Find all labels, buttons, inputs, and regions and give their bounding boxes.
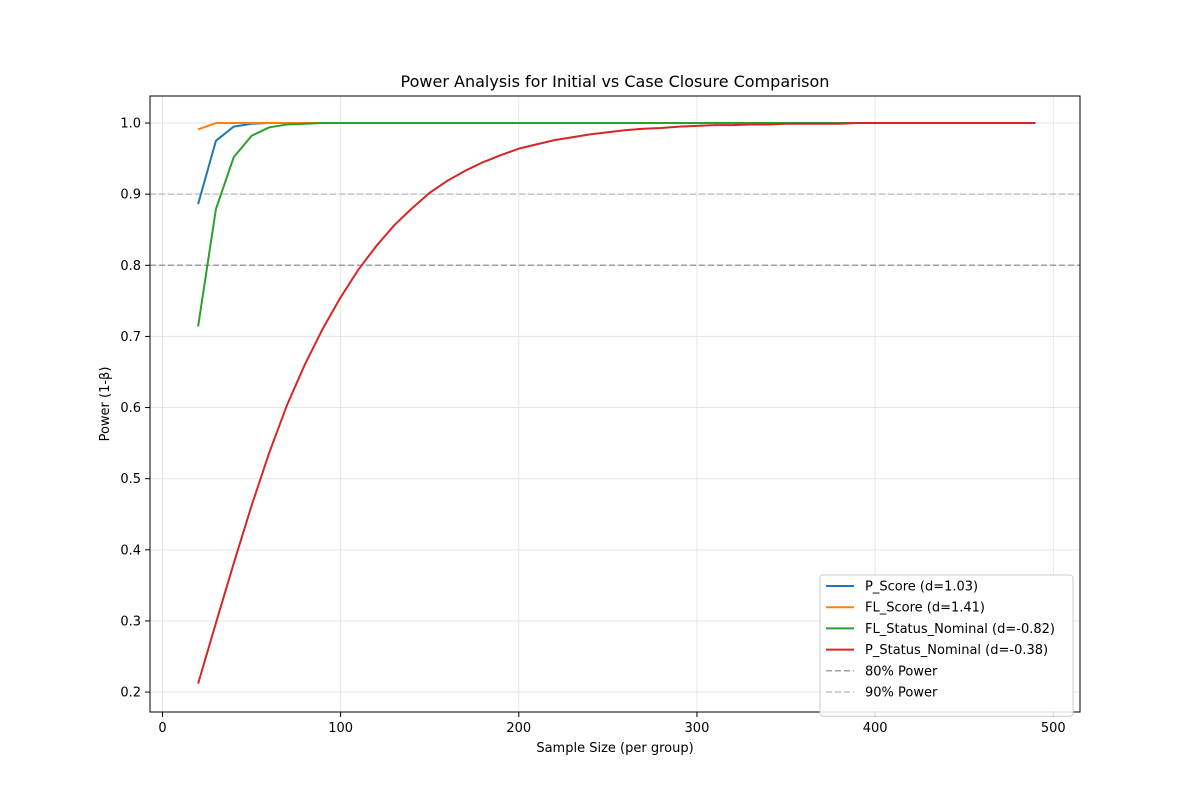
- y-tick-label: 0.4: [120, 543, 141, 558]
- legend-box: [819, 574, 1074, 717]
- y-tick-label: 0.5: [120, 472, 141, 487]
- legend-label: 90% Power: [865, 686, 938, 701]
- reference-lines: [150, 193, 1080, 267]
- y-axis-label: Power (1-β): [98, 367, 113, 442]
- y-tick-label: 0.3: [120, 614, 141, 629]
- y-tick-label: 0.9: [120, 188, 141, 203]
- x-tick-label: 0: [158, 721, 166, 736]
- y-tick-label: 0.6: [120, 401, 141, 416]
- x-tick-label: 100: [328, 721, 353, 736]
- legend-label: FL_Status_Nominal (d=-0.82): [865, 622, 1055, 637]
- x-axis-label: Sample Size (per group): [536, 741, 693, 756]
- x-tick-label: 300: [685, 721, 710, 736]
- legend-label: P_Score (d=1.03): [865, 580, 978, 595]
- legend-label: 80% Power: [865, 664, 938, 679]
- plot-frame: [149, 95, 1081, 713]
- legend-label: FL_Score (d=1.41): [865, 601, 985, 616]
- y-tick-label: 0.8: [120, 259, 141, 274]
- legend-label: P_Status_Nominal (d=-0.38): [865, 643, 1048, 658]
- chart-title: Power Analysis for Initial vs Case Closu…: [401, 72, 830, 91]
- y-tick-label: 1.0: [120, 117, 141, 132]
- x-tick-label: 400: [863, 721, 888, 736]
- axis-ticks: 0 100 200 300 400 500 0.2 0.3 0.4 0.5 0.6 0.7 0.8 0.9…: [120, 117, 1065, 736]
- legend: P_Score (d=1.03) FL_Score (d=1.41) FL_Stat…: [819, 574, 1074, 717]
- x-tick-label: 200: [506, 721, 531, 736]
- series-lines: [197, 122, 1036, 684]
- y-tick-label: 0.2: [120, 686, 141, 701]
- x-tick-label: 500: [1041, 721, 1066, 736]
- y-tick-label: 0.7: [120, 330, 141, 345]
- series-line-4: [197, 122, 1036, 684]
